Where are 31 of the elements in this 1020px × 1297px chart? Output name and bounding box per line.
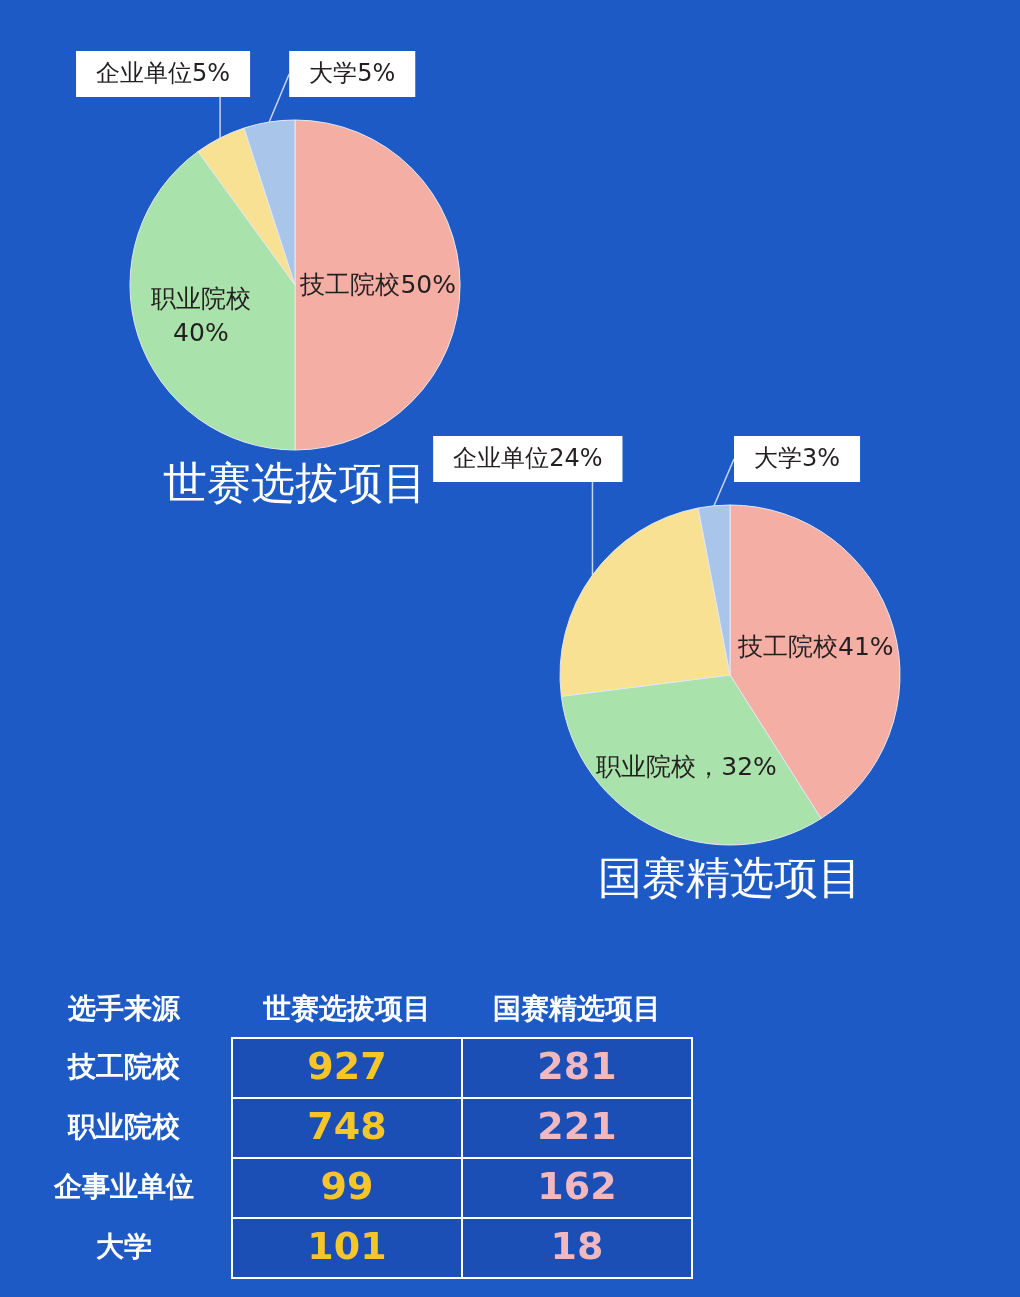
data-label: 40% — [173, 317, 229, 347]
y-tick-label: 企事业单位 — [52, 1170, 194, 1203]
slice-label: 技工院校 — [299, 270, 401, 299]
data-label: 927 — [307, 1044, 387, 1088]
data-label: 24% — [549, 444, 603, 472]
data-label: 101 — [307, 1224, 387, 1268]
data-label: 18 — [550, 1224, 604, 1268]
data-label: 748 — [307, 1104, 387, 1148]
data-label: 221 — [537, 1104, 617, 1148]
data-label: 41% — [838, 631, 894, 661]
text: 国赛精选项目 — [598, 852, 862, 903]
y-tick-label: 大学 — [95, 1230, 152, 1263]
y-axis-title: 选手来源 — [66, 992, 181, 1025]
y-tick-label: 技工院校 — [66, 1050, 181, 1083]
data-label: 281 — [537, 1044, 617, 1088]
text: 世赛选拔项目 — [163, 457, 427, 508]
slice-label: 职业院校 — [596, 752, 697, 782]
data-label: 99 — [320, 1164, 374, 1208]
data-label: ，32% — [696, 752, 777, 782]
slice-label: 大学 — [754, 444, 802, 472]
data-label: 162 — [537, 1164, 617, 1208]
slice-label: 职业院校 — [150, 283, 251, 313]
slice-label: 大学 — [309, 59, 358, 87]
slice-label: 企业单位 — [96, 59, 193, 87]
slice-label: 企业单位 — [453, 444, 550, 472]
y-tick-label: 职业院校 — [66, 1110, 181, 1143]
data-label: 50% — [400, 270, 457, 299]
data-label: 5% — [357, 59, 396, 87]
slice-label: 技工院校 — [737, 631, 839, 661]
data-label: 5% — [192, 59, 231, 87]
data-label: 3% — [802, 444, 841, 472]
